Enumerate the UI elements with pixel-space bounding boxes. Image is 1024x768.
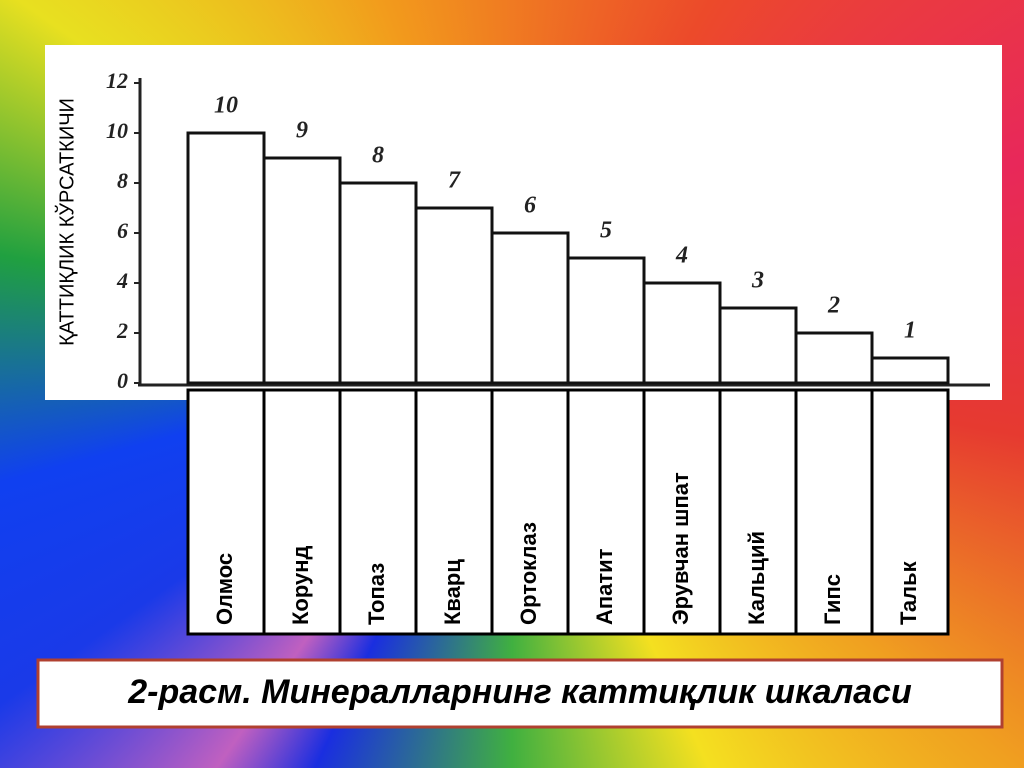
x-tick-label: Топаз (364, 563, 389, 625)
x-tick-label: Тальк (896, 560, 921, 625)
caption-box (36, 658, 1004, 729)
y-tick-label: 8 (117, 168, 128, 193)
x-tick-label: Апатит (592, 548, 617, 625)
chart-title: 2-расм. Минералларнинг каттиқлик шкаласи (127, 673, 912, 711)
bar (490, 231, 570, 385)
value-label: 5 (600, 218, 612, 244)
bar (262, 156, 342, 385)
x-tick-label: Олмос (212, 553, 237, 625)
x-tick-label: Ортоклаз (516, 522, 541, 625)
value-label: 4 (675, 243, 688, 269)
x-tick-label: Кварц (440, 559, 465, 625)
value-label: 2 (827, 293, 840, 319)
x-tick-label: Гипс (820, 574, 845, 625)
x-tick-label: Эрувчан шпат (668, 472, 693, 625)
value-label: 1 (904, 318, 916, 344)
value-label: 9 (296, 118, 308, 144)
bar (186, 131, 266, 385)
x-tick-label: Корунд (288, 545, 313, 625)
bar (642, 281, 722, 385)
y-tick-label: 10 (106, 118, 128, 143)
value-label: 8 (372, 143, 384, 169)
y-axis-label: ҚАТТИҚЛИК КЎРСАТКИЧИ (54, 98, 78, 346)
value-label: 10 (214, 93, 238, 119)
y-tick-label: 4 (116, 268, 128, 293)
y-tick-label: 6 (117, 218, 128, 243)
bar (870, 356, 950, 385)
value-label: 7 (448, 168, 461, 194)
value-label: 6 (524, 193, 536, 219)
y-tick-label: 12 (106, 68, 128, 93)
y-tick-label: 0 (117, 368, 128, 393)
y-tick-label: 2 (116, 318, 128, 343)
bar (566, 256, 646, 385)
x-tick-label: Кальций (744, 531, 769, 625)
bar (718, 306, 798, 385)
bar (414, 206, 494, 385)
bar (794, 331, 874, 385)
value-label: 3 (751, 268, 764, 294)
bar (338, 181, 418, 385)
